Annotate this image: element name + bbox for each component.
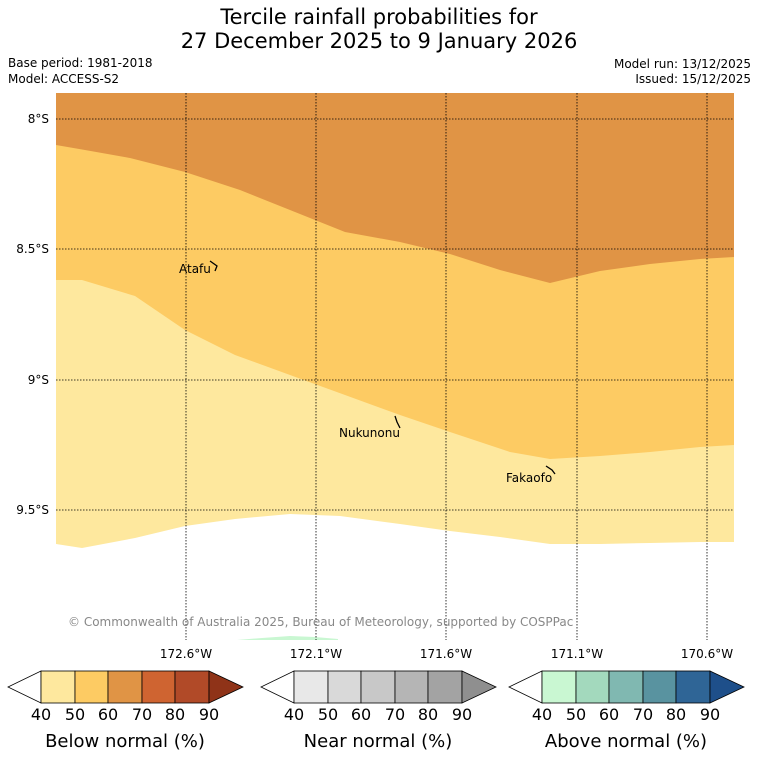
legend-swatch — [40, 670, 76, 704]
legend-tick: 70 — [385, 705, 405, 724]
lon-label-172-1w: 172.1°W — [290, 647, 342, 661]
legend-tick: 40 — [31, 705, 51, 724]
legend-extend-low — [260, 670, 295, 704]
legend-swatch — [642, 670, 677, 704]
legend-tick: 50 — [566, 705, 586, 724]
legend-tick: 50 — [65, 705, 85, 724]
legend-tick: 70 — [132, 705, 152, 724]
atafu-coastline — [209, 260, 218, 272]
lat-label-8s: 8°S — [28, 112, 49, 126]
title-line-2: 27 December 2025 to 9 January 2026 — [180, 29, 578, 53]
legend-swatch — [141, 670, 176, 704]
legend-tick: 70 — [633, 705, 653, 724]
legend-extend-low — [508, 670, 543, 704]
legend-swatch — [293, 670, 329, 704]
legend-tick: 80 — [418, 705, 438, 724]
legend-tick: 40 — [532, 705, 552, 724]
legend-extend-low — [7, 670, 42, 704]
lon-label-171-1w: 171.1°W — [551, 647, 603, 661]
legend-tick: 60 — [351, 705, 371, 724]
fakaofo-coastline — [545, 465, 556, 475]
lon-label-170-6w: 170.6°W — [681, 647, 733, 661]
nukunonu-coastline — [394, 415, 401, 429]
model-name: Model: ACCESS-S2 — [8, 72, 120, 86]
issued-date: Issued: 15/12/2025 — [635, 72, 751, 86]
legend-extend-high — [461, 670, 497, 704]
legend-tick: 90 — [199, 705, 219, 724]
legend-extend-high — [208, 670, 244, 704]
legend-swatch — [394, 670, 429, 704]
legend-swatch — [575, 670, 610, 704]
legend-swatch — [107, 670, 143, 704]
legend-above-normal: 40 50 60 70 80 90 Above normal (%) — [508, 670, 745, 752]
legend-swatch — [360, 670, 396, 704]
lat-label-9s: 9°S — [28, 373, 49, 387]
lat-label-9-5s: 9.5°S — [16, 503, 49, 517]
copyright-notice: © Commonwealth of Australia 2025, Bureau… — [68, 615, 573, 629]
legend-label-below: Below normal (%) — [45, 731, 205, 752]
legend-swatch — [675, 670, 711, 704]
legend-tick: 90 — [700, 705, 720, 724]
lon-label-171-6w: 171.6°W — [420, 647, 472, 661]
place-label-nukunonu: Nukunonu — [339, 426, 400, 440]
legend-tick: 80 — [165, 705, 185, 724]
legend-below-normal: 40 50 60 70 80 90 Below normal (%) — [7, 670, 244, 752]
title-line-1: Tercile rainfall probabilities for — [220, 5, 538, 29]
legend-tick: 50 — [318, 705, 338, 724]
legend-swatch — [541, 670, 577, 704]
lat-label-8-5s: 8.5°S — [16, 242, 49, 256]
lon-label-172-6w: 172.6°W — [160, 647, 212, 661]
place-label-atafu: Atafu — [179, 262, 211, 276]
legend-tick: 60 — [98, 705, 118, 724]
legend-label-above: Above normal (%) — [545, 731, 707, 752]
legend-tick: 60 — [599, 705, 619, 724]
legend-swatch — [74, 670, 109, 704]
place-label-fakaofo: Fakaofo — [506, 471, 552, 485]
legend-tick: 90 — [452, 705, 472, 724]
region-no-dominant-category — [56, 514, 734, 640]
legend-swatch — [427, 670, 463, 704]
legend-swatch — [327, 670, 362, 704]
legend-extend-high — [709, 670, 745, 704]
legend-tick: 80 — [666, 705, 686, 724]
legend-swatch — [174, 670, 210, 704]
model-run: Model run: 13/12/2025 — [613, 57, 751, 71]
legend-near-normal: 40 50 60 70 80 90 Near normal (%) — [260, 670, 497, 752]
legend-swatch — [608, 670, 644, 704]
legend-label-near: Near normal (%) — [304, 731, 453, 752]
base-period: Base period: 1981-2018 — [8, 56, 153, 70]
legend-tick: 40 — [284, 705, 304, 724]
near-normal-patch — [237, 636, 338, 640]
